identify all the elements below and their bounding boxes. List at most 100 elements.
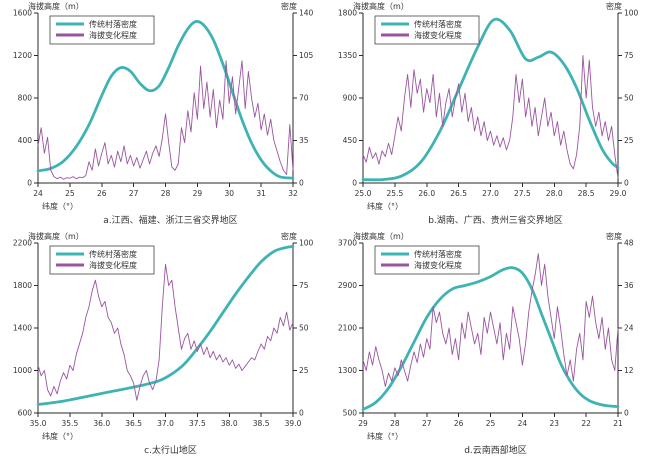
legend-relief-label: 海拔变化程度 xyxy=(89,30,137,40)
legend-box xyxy=(49,245,155,275)
left-tick-label: 900 xyxy=(343,94,358,103)
right-tick-label: 0 xyxy=(299,179,304,188)
left-axis-title: 海拔高度（m） xyxy=(353,1,409,11)
left-tick-label: 2100 xyxy=(338,324,357,333)
x-tick-label: 26.5 xyxy=(450,189,467,198)
relief-series-line xyxy=(37,263,294,401)
x-tick-label: 39.0 xyxy=(285,419,302,428)
legend-density-label: 传统村落密度 xyxy=(89,19,137,29)
x-axis-title: 纬度（°） xyxy=(42,201,78,211)
x-tick-label: 24 xyxy=(518,419,528,428)
x-tick-label: 35.5 xyxy=(62,419,79,428)
x-tick-label: 28 xyxy=(161,189,171,198)
x-tick-label: 28.5 xyxy=(578,189,595,198)
relief-series-line xyxy=(37,60,294,180)
x-tick-label: 37.0 xyxy=(157,419,174,428)
left-tick-label: 1800 xyxy=(338,9,357,18)
left-tick-label: 1350 xyxy=(338,51,357,60)
chart-panel-d: 500 1300 2100 2900 3700 0 12 24 36 48 29 28 27 26 25 24… xyxy=(325,230,650,460)
left-tick-label: 500 xyxy=(343,409,358,418)
x-tick-label: 25.0 xyxy=(355,189,372,198)
left-axis-title: 海拔高度（m） xyxy=(353,231,409,241)
left-tick-label: 2900 xyxy=(338,281,357,290)
right-tick-label: 36 xyxy=(624,281,634,290)
x-tick-label: 24 xyxy=(33,189,43,198)
legend-density-label: 传统村落密度 xyxy=(414,249,462,259)
right-tick-label: 50 xyxy=(624,94,634,103)
right-tick-label: 24 xyxy=(624,324,634,333)
x-tick-label: 29.0 xyxy=(610,189,627,198)
left-tick-label: 1200 xyxy=(13,51,32,60)
left-tick-label: 1600 xyxy=(13,9,32,18)
x-axis-title: 纬度（°） xyxy=(367,201,403,211)
relief-series-line xyxy=(362,253,619,387)
right-axis-title: 密度 xyxy=(606,231,622,241)
x-tick-label: 38.0 xyxy=(221,419,238,428)
chart-c-svg: 600 1000 1400 1800 2200 0 25 50 75 100 35.0 35.5 36.… xyxy=(13,231,314,456)
right-axis-title: 密度 xyxy=(281,231,297,241)
chart-panel-a: 0 400 800 1200 1600 0 35 70 105 140 24 25 26 27 28 29 30… xyxy=(0,0,325,230)
right-tick-label: 105 xyxy=(299,51,314,60)
x-tick-label: 27.0 xyxy=(482,189,499,198)
left-tick-label: 1000 xyxy=(13,366,32,375)
x-axis-title: 纬度（°） xyxy=(367,431,403,441)
left-tick-label: 0 xyxy=(352,179,357,188)
right-tick-label: 0 xyxy=(624,409,629,418)
chart-b-svg: 0 450 900 1350 1800 0 25 50 75 100 25.0 25.5 26.0 26.… xyxy=(338,1,639,226)
x-tick-label: 25 xyxy=(486,419,496,428)
right-tick-label: 48 xyxy=(624,239,634,248)
relief-series-line xyxy=(362,55,619,179)
x-tick-label: 26 xyxy=(97,189,107,198)
chart-panel-b: 0 450 900 1350 1800 0 25 50 75 100 25.0 25.5 26.0 26.… xyxy=(325,0,650,230)
legend-box xyxy=(49,15,155,45)
x-tick-label: 32 xyxy=(288,189,298,198)
right-tick-label: 12 xyxy=(624,366,634,375)
chart-d-svg: 500 1300 2100 2900 3700 0 12 24 36 48 29 28 27 26 25 24… xyxy=(338,231,634,456)
x-tick-label: 25 xyxy=(65,189,75,198)
legend-relief-label: 海拔变化程度 xyxy=(414,260,462,270)
left-tick-label: 0 xyxy=(27,179,32,188)
left-tick-label: 1400 xyxy=(13,324,32,333)
density-series-line xyxy=(36,19,295,180)
density-series-line xyxy=(361,266,620,411)
right-tick-label: 0 xyxy=(624,179,629,188)
x-tick-label: 36.0 xyxy=(93,419,110,428)
chart-caption: d.云南西部地区 xyxy=(464,444,527,456)
chart-caption: b.湖南、广西、贵州三省交界地区 xyxy=(428,214,563,226)
right-tick-label: 25 xyxy=(299,366,309,375)
right-tick-label: 75 xyxy=(624,51,634,60)
x-tick-label: 31 xyxy=(256,189,266,198)
right-tick-label: 35 xyxy=(299,136,309,145)
legend-box xyxy=(374,15,480,45)
left-tick-label: 1800 xyxy=(13,281,32,290)
chart-a-svg: 0 400 800 1200 1600 0 35 70 105 140 24 25 26 27 28 29 30… xyxy=(13,1,314,226)
right-tick-label: 100 xyxy=(624,9,639,18)
x-tick-label: 35.0 xyxy=(30,419,47,428)
chart-caption: c.太行山地区 xyxy=(144,444,197,456)
legend-relief-label: 海拔变化程度 xyxy=(414,30,462,40)
legend-box xyxy=(374,245,480,275)
x-tick-label: 26.0 xyxy=(418,189,435,198)
chart-caption: a.江西、福建、浙江三省交界地区 xyxy=(103,214,237,226)
x-axis-title: 纬度（°） xyxy=(42,431,78,441)
left-tick-label: 400 xyxy=(18,136,33,145)
right-axis-title: 密度 xyxy=(281,1,297,11)
right-axis-title: 密度 xyxy=(606,1,622,11)
x-tick-label: 38.5 xyxy=(253,419,270,428)
x-tick-label: 23 xyxy=(549,419,559,428)
x-tick-label: 37.5 xyxy=(189,419,206,428)
x-tick-label: 28 xyxy=(390,419,400,428)
x-tick-label: 27.5 xyxy=(514,189,531,198)
legend-density-label: 传统村落密度 xyxy=(89,249,137,259)
density-series-line xyxy=(361,17,620,182)
left-tick-label: 3700 xyxy=(338,239,357,248)
density-series-line xyxy=(36,245,295,406)
right-tick-label: 50 xyxy=(299,324,309,333)
legend-relief-label: 海拔变化程度 xyxy=(89,260,137,270)
x-tick-label: 22 xyxy=(581,419,591,428)
